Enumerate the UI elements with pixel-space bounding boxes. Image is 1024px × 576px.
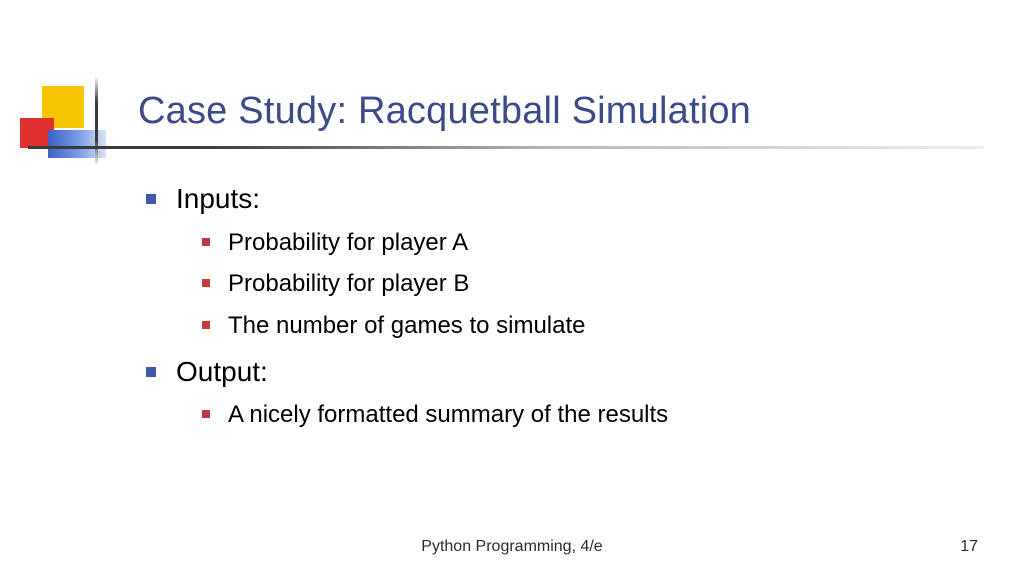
list-item: Output: A nicely formatted summary of th… bbox=[140, 353, 944, 432]
list-item-label: Output: bbox=[176, 356, 268, 387]
list-item: The number of games to simulate bbox=[198, 309, 944, 343]
sub-bullet-list: Probability for player A Probability for… bbox=[198, 226, 944, 343]
list-item-label: Probability for player A bbox=[228, 229, 468, 256]
footer-text: Python Programming, 4/e bbox=[0, 538, 1024, 556]
divider-vertical bbox=[95, 78, 98, 164]
list-item: A nicely formatted summary of the result… bbox=[198, 398, 944, 432]
list-item-label: A nicely formatted summary of the result… bbox=[228, 401, 668, 428]
list-item: Inputs: Probability for player A Probabi… bbox=[140, 180, 944, 343]
slide-title: Case Study: Racquetball Simulation bbox=[138, 90, 751, 133]
list-item-label: Probability for player B bbox=[228, 270, 469, 297]
divider-horizontal bbox=[28, 146, 984, 149]
list-item: Probability for player B bbox=[198, 267, 944, 301]
sub-bullet-list: A nicely formatted summary of the result… bbox=[198, 398, 944, 432]
list-item-label: Inputs: bbox=[176, 183, 260, 214]
page-number: 17 bbox=[960, 538, 978, 556]
list-item-label: The number of games to simulate bbox=[228, 312, 586, 339]
bullet-list: Inputs: Probability for player A Probabi… bbox=[140, 180, 944, 432]
list-item: Probability for player A bbox=[198, 226, 944, 260]
slide-body: Inputs: Probability for player A Probabi… bbox=[140, 180, 944, 442]
